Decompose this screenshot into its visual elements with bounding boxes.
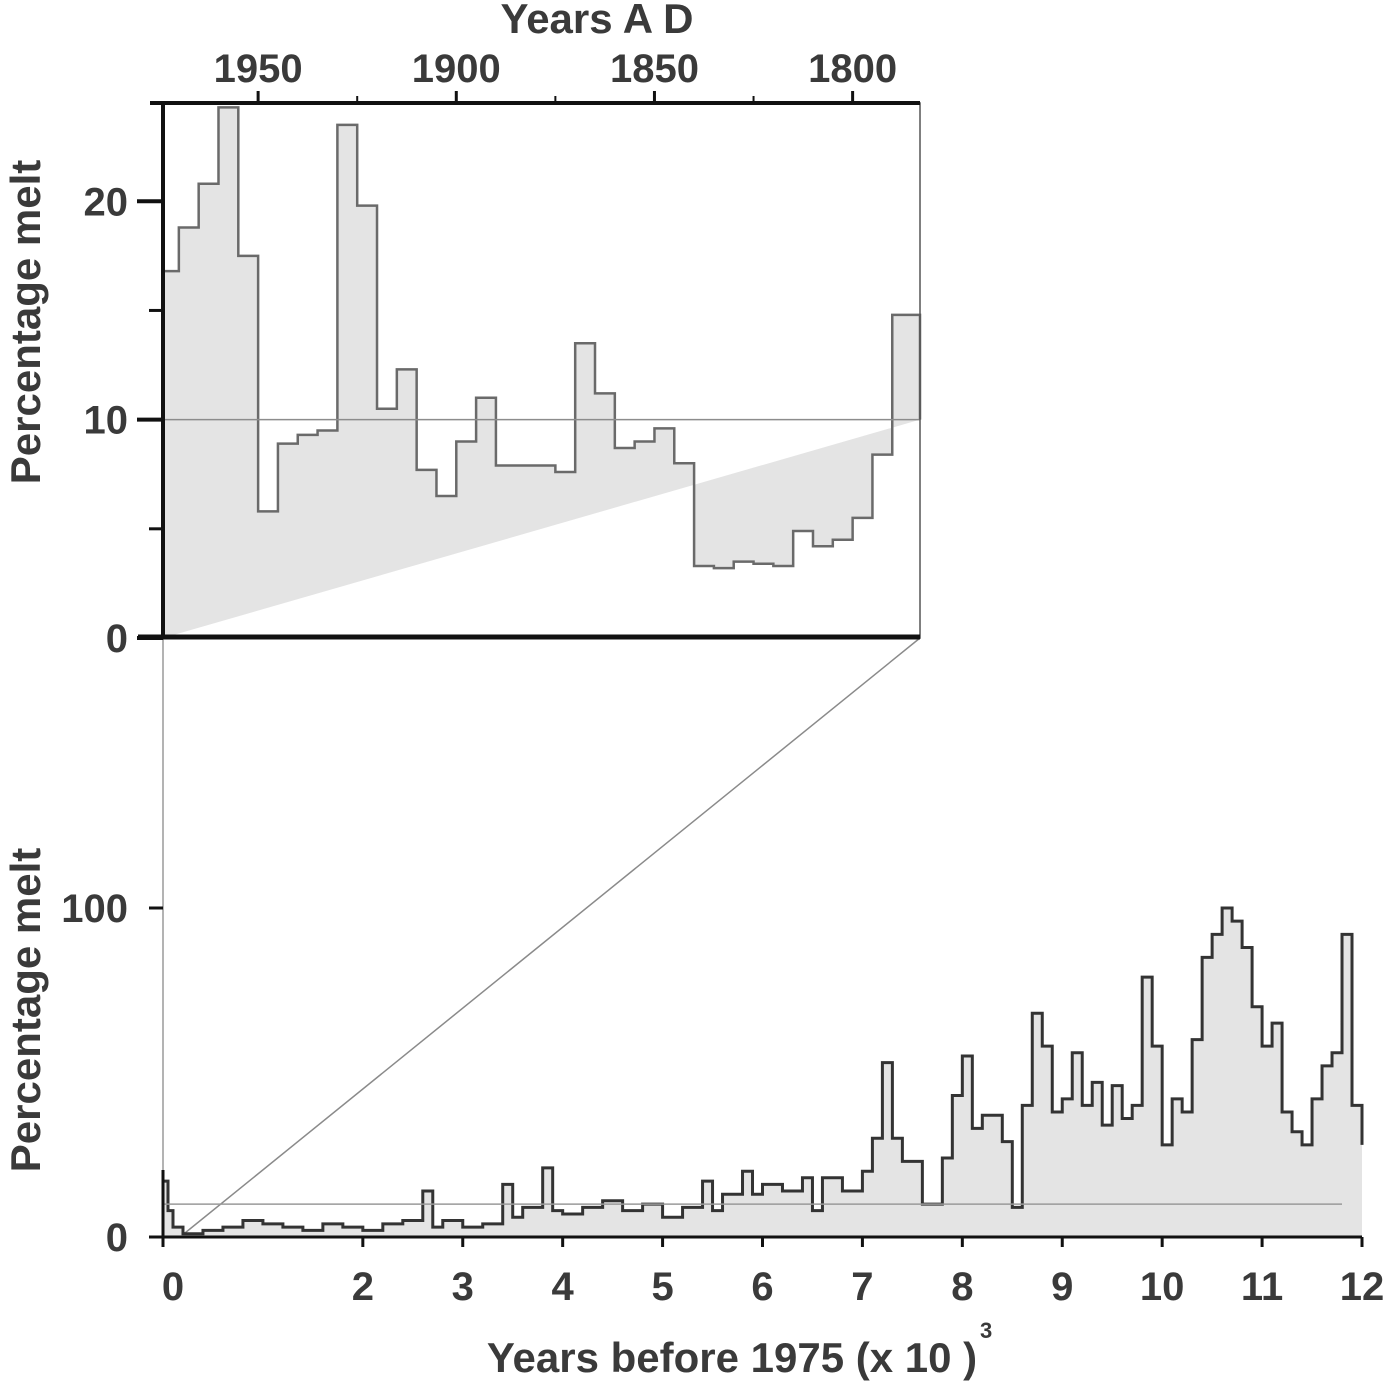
main-x-tick-label: 4 bbox=[552, 1265, 575, 1309]
inset-y-tick-label: 0 bbox=[106, 617, 128, 661]
main-x-axis-title: Years before 1975 (x 10 ) bbox=[487, 1334, 977, 1381]
zoom-connector bbox=[162, 637, 921, 1238]
inset-y-tick-label: 10 bbox=[84, 399, 129, 443]
main-x-tick-label: 2 bbox=[352, 1265, 374, 1309]
inset-y-axis-title: Percentage melt bbox=[2, 160, 49, 484]
inset-y-tick-label: 20 bbox=[84, 180, 129, 224]
zoom-connector-right bbox=[179, 637, 921, 1238]
main-x-tick-label: 0 bbox=[162, 1265, 184, 1309]
inset-melt-step-line bbox=[161, 106, 922, 638]
main-melt-step-line bbox=[161, 906, 1364, 1237]
inset-chart-panel: 1950 1900 1850 1800 0 10 20 Years A D Percent… bbox=[2, 0, 922, 661]
main-x-tick-label: 8 bbox=[951, 1265, 973, 1309]
main-y-axis-title: Percentage melt bbox=[2, 848, 49, 1172]
inset-top-tick-label: 1900 bbox=[412, 47, 501, 91]
main-x-tick-label: 11 bbox=[1241, 1265, 1283, 1309]
inset-y-ticks: 0 10 20 bbox=[84, 180, 163, 661]
main-x-axis-title-superscript: 3 bbox=[980, 1318, 992, 1343]
main-x-tick-label: 3 bbox=[452, 1265, 474, 1309]
main-y-tick-label: 100 bbox=[61, 887, 128, 931]
inset-top-axis-title: Years A D bbox=[501, 0, 694, 42]
inset-top-tick-label: 1800 bbox=[808, 47, 897, 91]
main-x-tick-label: 6 bbox=[751, 1265, 773, 1309]
main-x-ticks: 0 2 3 4 5 6 7 8 9 10 11 12 bbox=[161, 1237, 1385, 1309]
main-x-tick-label: 5 bbox=[651, 1265, 673, 1309]
inset-top-ticks: 1950 1900 1850 1800 bbox=[214, 47, 897, 103]
main-x-tick-label: 10 bbox=[1140, 1265, 1185, 1309]
main-chart-panel: 0 2 3 4 5 6 7 8 9 10 11 12 0 100 Percentage melt Yea… bbox=[2, 848, 1384, 1381]
main-y-ticks: 0 100 bbox=[61, 887, 163, 1260]
inset-melt-area bbox=[163, 107, 920, 638]
main-x-tick-label: 7 bbox=[851, 1265, 873, 1309]
inset-plot-area bbox=[161, 106, 922, 638]
main-y-tick-label: 0 bbox=[106, 1216, 128, 1260]
inset-top-tick-label: 1850 bbox=[610, 47, 699, 91]
main-x-tick-label: 9 bbox=[1051, 1265, 1073, 1309]
main-melt-area bbox=[163, 908, 1362, 1237]
main-plot-area bbox=[161, 906, 1364, 1237]
main-x-tick-label: 12 bbox=[1340, 1265, 1385, 1309]
inset-top-tick-label: 1950 bbox=[214, 47, 303, 91]
